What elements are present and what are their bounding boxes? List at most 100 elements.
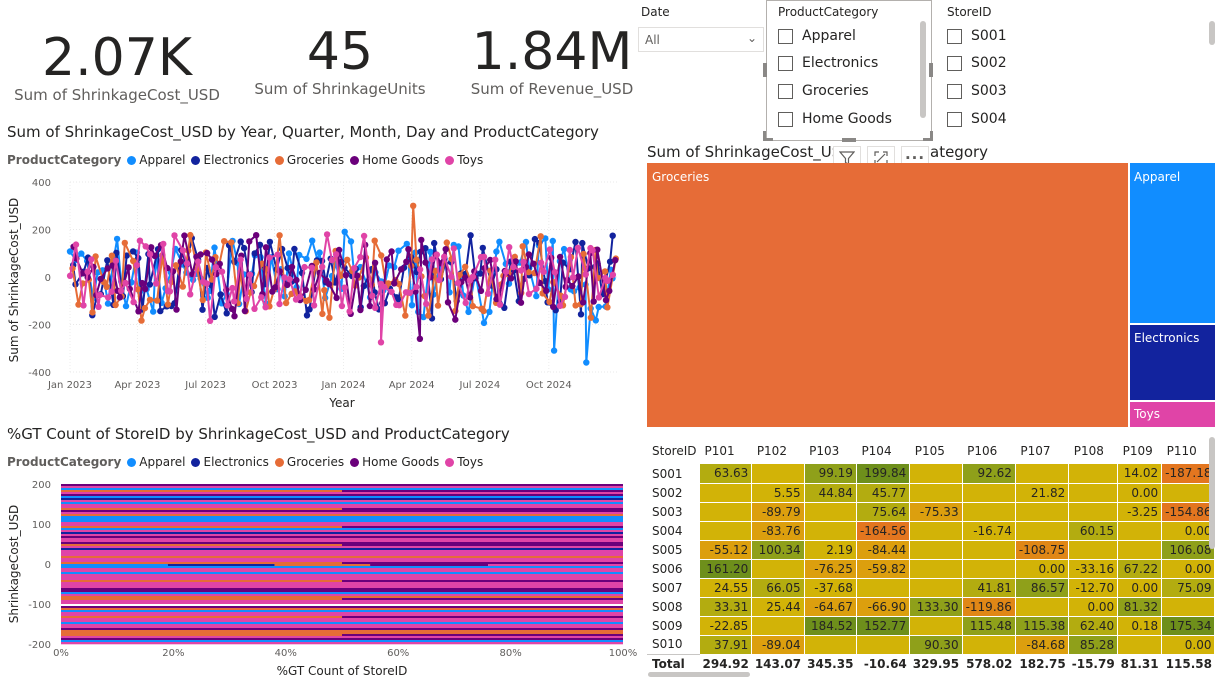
bar-row[interactable]	[61, 638, 623, 641]
matrix-cell[interactable]: 92.62	[962, 464, 1016, 484]
matrix-cell[interactable]: -59.82	[856, 559, 911, 579]
data-point[interactable]	[97, 275, 104, 283]
data-point[interactable]	[442, 246, 449, 253]
data-point[interactable]	[319, 310, 326, 318]
bar-segment[interactable]	[61, 594, 623, 597]
bar-segment[interactable]	[61, 524, 623, 527]
matrix-cell[interactable]: 60.15	[1068, 521, 1119, 541]
bar-segment[interactable]	[61, 546, 623, 549]
data-point[interactable]	[224, 302, 231, 309]
data-point[interactable]	[580, 250, 587, 258]
bar-row[interactable]	[61, 514, 623, 517]
checkbox[interactable]	[778, 28, 793, 44]
data-point[interactable]	[146, 281, 154, 288]
data-point[interactable]	[444, 299, 452, 306]
bar-row[interactable]	[61, 612, 623, 615]
data-point[interactable]	[594, 246, 601, 253]
data-point[interactable]	[323, 231, 331, 238]
legend-item-toys[interactable]: Toys	[445, 455, 483, 469]
matrix-cell[interactable]: 75.64	[856, 502, 911, 522]
legend-item-apparel[interactable]: Apparel	[127, 153, 185, 167]
bar-segment[interactable]	[61, 582, 623, 585]
matrix-cell[interactable]: -164.56	[856, 521, 911, 541]
matrix-cell[interactable]: 81.32	[1117, 597, 1163, 617]
matrix-row-header[interactable]: S005	[647, 540, 700, 559]
data-point[interactable]	[146, 296, 154, 303]
data-point[interactable]	[282, 299, 290, 307]
data-point[interactable]	[272, 284, 279, 291]
bar-row[interactable]	[61, 592, 623, 595]
bar-row[interactable]	[61, 594, 623, 597]
data-point[interactable]	[135, 308, 142, 315]
data-point[interactable]	[251, 305, 258, 312]
bar-segment[interactable]	[61, 552, 623, 555]
matrix-cell[interactable]	[909, 483, 963, 503]
bar-chart[interactable]: 200 100 0 -100 -200 0% 20% 40% 60% 80% 100% Shrin…	[0, 474, 640, 677]
data-point[interactable]	[587, 314, 595, 321]
line-chart[interactable]: 400 200 0 -200 -400 Jan 2023 Apr 2023 Jul 2023…	[0, 170, 640, 415]
data-point[interactable]	[353, 272, 361, 279]
bar-row[interactable]	[61, 502, 623, 505]
data-point[interactable]	[507, 275, 515, 282]
data-point[interactable]	[229, 284, 236, 292]
data-point[interactable]	[525, 268, 532, 276]
bar-row[interactable]	[61, 582, 623, 585]
data-point[interactable]	[310, 302, 318, 309]
data-point[interactable]	[434, 302, 442, 309]
bar-segment[interactable]	[61, 600, 623, 603]
data-point[interactable]	[319, 263, 326, 270]
bar-segment[interactable]	[61, 568, 623, 571]
matrix-cell[interactable]: 33.31	[699, 597, 753, 617]
bar-row[interactable]	[61, 508, 623, 511]
data-point[interactable]	[469, 302, 476, 310]
checkbox[interactable]	[947, 111, 962, 127]
data-point[interactable]	[164, 301, 172, 308]
bar-row[interactable]	[61, 524, 623, 527]
data-point[interactable]	[113, 235, 121, 243]
data-point[interactable]	[517, 299, 525, 306]
bar-segment[interactable]	[61, 570, 623, 573]
data-point[interactable]	[405, 246, 412, 253]
legend-item-toys[interactable]: Toys	[445, 153, 483, 167]
data-point[interactable]	[171, 232, 178, 239]
bar-segment[interactable]	[61, 620, 623, 623]
data-point[interactable]	[78, 250, 85, 257]
data-point[interactable]	[569, 282, 576, 290]
data-point[interactable]	[443, 239, 450, 246]
data-point[interactable]	[286, 276, 293, 283]
data-point[interactable]	[403, 240, 410, 248]
matrix-cell[interactable]: 75.09	[1161, 578, 1215, 598]
data-point[interactable]	[582, 271, 589, 278]
data-point[interactable]	[309, 237, 316, 244]
data-point[interactable]	[560, 245, 568, 253]
data-point[interactable]	[256, 241, 264, 248]
data-point[interactable]	[246, 238, 253, 245]
matrix-cell[interactable]	[909, 578, 963, 598]
bar-row[interactable]	[61, 616, 623, 619]
bar-row[interactable]	[61, 608, 623, 611]
matrix-cell[interactable]: 62.40	[1068, 616, 1119, 636]
data-point[interactable]	[112, 257, 120, 264]
bar-segment[interactable]	[61, 540, 623, 543]
bar-row[interactable]	[61, 590, 623, 593]
checkbox[interactable]	[778, 55, 793, 71]
data-point[interactable]	[486, 308, 493, 315]
bar-row[interactable]	[61, 566, 623, 569]
data-point[interactable]	[357, 306, 364, 314]
bar-segment[interactable]	[61, 530, 623, 533]
bar-segment[interactable]	[61, 610, 623, 613]
resize-handle[interactable]	[929, 63, 933, 77]
data-point[interactable]	[525, 251, 533, 258]
matrix-row-header[interactable]: S007	[647, 578, 700, 597]
matrix-cell[interactable]: 63.63	[699, 464, 753, 484]
matrix-cell[interactable]: 14.02	[1117, 464, 1163, 484]
bar-segment[interactable]	[342, 562, 623, 565]
matrix-cell[interactable]: 86.57	[1015, 578, 1070, 598]
data-point[interactable]	[302, 286, 309, 293]
bar-row[interactable]	[61, 624, 623, 627]
data-point[interactable]	[253, 232, 260, 239]
data-point[interactable]	[551, 269, 559, 276]
data-point[interactable]	[221, 238, 228, 245]
data-point[interactable]	[530, 260, 537, 267]
bar-segment[interactable]	[61, 580, 342, 583]
